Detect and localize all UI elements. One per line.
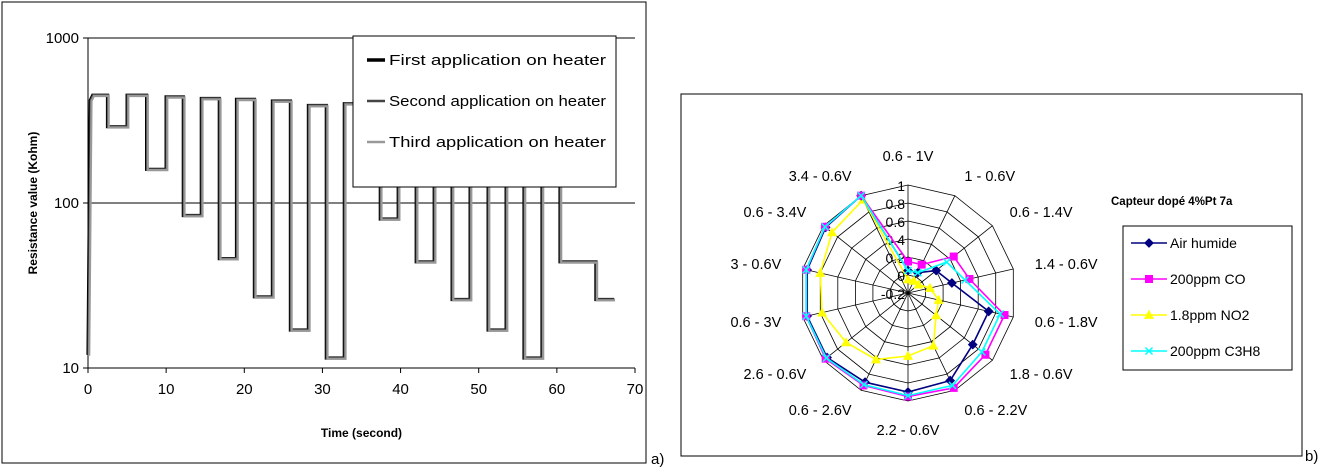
radar-spoke <box>860 292 909 391</box>
x-tick-label: 50 <box>470 381 487 398</box>
radar-axis-label: 2.6 - 0.6V <box>743 367 806 383</box>
radar-marker <box>816 307 828 317</box>
radar-marker <box>924 282 935 292</box>
radar-marker <box>913 268 922 277</box>
y-tick-label: 1000 <box>46 30 79 47</box>
legend-b-label: Air humide <box>1170 235 1237 251</box>
radar-spoke <box>823 225 909 294</box>
legend-a-box <box>352 35 617 188</box>
radar-axis-label: 0.6 - 2.6V <box>789 403 852 419</box>
radar-marker <box>857 191 866 200</box>
radar-series-4 <box>802 191 1005 400</box>
radar-marker <box>870 354 882 364</box>
y-tick-label: 100 <box>54 195 79 212</box>
radar-marker <box>902 274 914 284</box>
radar-marker <box>841 337 852 347</box>
radar-marker <box>996 309 1005 319</box>
radar-marker <box>802 265 811 274</box>
x-tick-label: 40 <box>392 381 409 398</box>
radar-marker <box>1145 275 1153 283</box>
panel-label-b: b) <box>1305 448 1319 465</box>
radar-tick-label: 0.8 <box>886 196 906 212</box>
radar-axis-label: 0.6 - 2.2V <box>964 403 1027 419</box>
radar-marker <box>983 306 994 317</box>
radar-marker <box>949 252 958 261</box>
radar-axis-label: 0.6 - 1V <box>883 149 934 165</box>
radar-marker <box>931 265 942 276</box>
radar-marker <box>859 380 868 389</box>
radar-marker <box>904 257 912 266</box>
x-tick-label: 20 <box>236 381 253 398</box>
radar-marker <box>822 354 831 363</box>
radar-marker <box>928 340 939 350</box>
radar-axis-label: 0.6 - 1.4V <box>1010 205 1073 221</box>
radar-spoke <box>907 292 956 391</box>
radar-axis-label: 1.8 - 0.6V <box>1010 367 1073 383</box>
radar-marker <box>931 310 942 320</box>
radar-marker <box>908 275 919 285</box>
radar-spoke <box>907 268 1014 294</box>
chart-a-resistance-vs-time: 10 100 1000 0 10 20 30 40 50 60 70 Time (second) Res… <box>1 1 647 464</box>
x-axis-label: Time (second) <box>321 426 402 440</box>
x-tick-label: 60 <box>549 381 566 398</box>
radar-tick-label: 0 <box>897 268 905 284</box>
radar-marker <box>815 267 826 277</box>
legend-b-box <box>1122 225 1293 371</box>
y-tick-label: 10 <box>62 360 79 377</box>
legend-b-label: 200ppm C3H8 <box>1170 343 1260 359</box>
radar-marker <box>903 391 913 400</box>
radar-axis-label: 3.4 - 0.6V <box>789 169 852 185</box>
x-tick-label: 70 <box>627 381 644 398</box>
radar-spoke <box>907 292 1014 318</box>
radar-marker <box>802 312 811 321</box>
radar-marker <box>902 350 914 360</box>
radar-axis-label: 0.6 - 3V <box>730 315 781 331</box>
radar-title: Capteur dopé 4%Pt 7a <box>1111 196 1233 208</box>
radar-marker <box>946 278 957 288</box>
legend-b-label: 200ppm CO <box>1170 271 1246 287</box>
x-tick-label: 0 <box>84 381 92 398</box>
radar-marker <box>942 258 951 267</box>
radar-tick-label: 0.6 <box>886 214 906 230</box>
radar-marker <box>1143 309 1155 319</box>
radar-axis-label: 1.4 - 0.6V <box>1035 257 1098 273</box>
radar-marker <box>1144 346 1154 356</box>
radar-axis-label: 3 - 0.6V <box>730 257 781 273</box>
radar-marker <box>820 222 829 231</box>
radar-marker <box>961 275 970 285</box>
y-axis-label: Resistance value (Kohm) <box>26 132 40 275</box>
radar-axis-label: 1 - 0.6V <box>964 169 1015 185</box>
radar-spoke <box>860 195 909 294</box>
radar-marker <box>948 381 957 390</box>
radar-marker <box>826 227 838 237</box>
legend-a-label: First application on heater <box>389 53 606 69</box>
radar-axis-label: 0.6 - 1.8V <box>1035 315 1098 331</box>
radar-axis-label: 0.6 - 3.4V <box>743 205 806 221</box>
legend-b-label: 1.8ppm NO2 <box>1170 307 1250 323</box>
radar-tick-label: 1 <box>897 178 905 194</box>
radar-axis-label: 2.2 - 0.6V <box>877 423 940 439</box>
panel-label-a: a) <box>651 451 665 468</box>
radar-marker <box>913 279 924 289</box>
radar-spoke <box>907 195 956 294</box>
legend-a-label: Third application on heater <box>389 135 606 151</box>
radar-marker <box>917 260 926 269</box>
x-tick-label: 30 <box>314 381 331 398</box>
radar-tick-label: -0.2 <box>881 286 905 302</box>
radar-marker <box>933 294 944 304</box>
x-tick-label: 10 <box>158 381 175 398</box>
radar-marker <box>903 266 913 275</box>
radar-spoke <box>823 292 909 361</box>
radar-marker <box>1144 238 1154 248</box>
legend-a-label: Second application on heater <box>389 94 606 110</box>
radar-marker <box>967 339 978 350</box>
radar-marker <box>977 347 986 356</box>
